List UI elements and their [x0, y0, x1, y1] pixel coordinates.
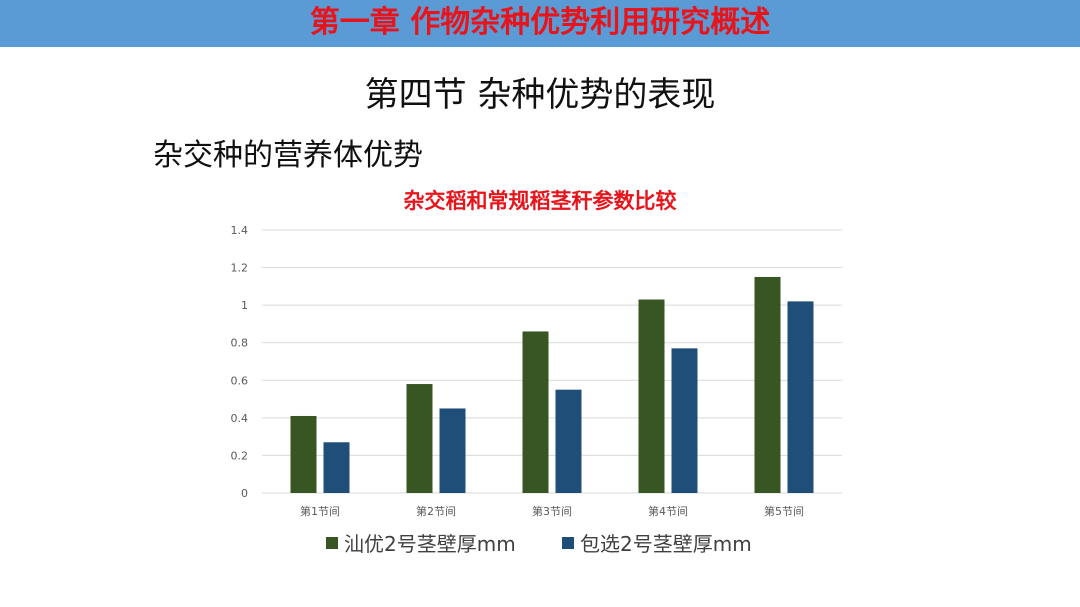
bar-series1-5	[754, 276, 781, 493]
banner-title: 第一章 作物杂种优势利用研究概述	[309, 5, 771, 40]
header-banner: 第一章 作物杂种优势利用研究概述	[0, 0, 1080, 47]
bar-series1-3	[522, 331, 549, 493]
y-tick-label: 0	[241, 487, 248, 500]
y-tick-label: 1.2	[231, 262, 249, 275]
bars	[290, 276, 814, 493]
x-tick-label: 第1节间	[300, 504, 340, 518]
bar-series1-4	[638, 299, 665, 493]
y-tick-label: 1	[241, 299, 248, 312]
bar-series2-1	[323, 442, 350, 493]
x-tick-label: 第5节间	[764, 504, 804, 518]
bar-series1-2	[406, 384, 433, 493]
gridlines	[262, 229, 842, 494]
legend-label-2: 包选2号茎壁厚mm	[580, 532, 752, 556]
legend-swatch-1	[326, 537, 338, 549]
y-tick-label: 0.6	[231, 374, 249, 387]
x-tick-label: 第3节间	[532, 504, 572, 518]
x-axis: 第1节间 第2节间 第3节间 第4节间 第5节间	[300, 504, 804, 518]
x-tick-label: 第2节间	[416, 504, 456, 518]
y-tick-label: 1.4	[231, 224, 249, 237]
subheading: 杂交种的营养体优势	[153, 138, 423, 173]
y-tick-label: 0.2	[231, 449, 249, 462]
y-tick-label: 0.4	[231, 412, 249, 425]
legend-swatch-2	[562, 537, 574, 549]
bar-series1-1	[290, 415, 317, 493]
bar-series2-3	[555, 389, 582, 493]
legend: 汕优2号茎壁厚mm 包选2号茎壁厚mm	[326, 532, 752, 556]
section-title: 第四节 杂种优势的表现	[364, 75, 716, 115]
chart-title: 杂交稻和常规稻茎秆参数比较	[404, 189, 677, 213]
x-tick-label: 第4节间	[648, 504, 688, 518]
y-tick-label: 0.8	[231, 337, 249, 350]
y-axis: 0 0.2 0.4 0.6 0.8 1 1.2 1.4	[231, 224, 249, 500]
bar-series2-4	[671, 348, 698, 493]
bar-series2-5	[787, 301, 814, 493]
legend-label-1: 汕优2号茎壁厚mm	[344, 532, 516, 556]
bar-series2-2	[439, 408, 466, 493]
